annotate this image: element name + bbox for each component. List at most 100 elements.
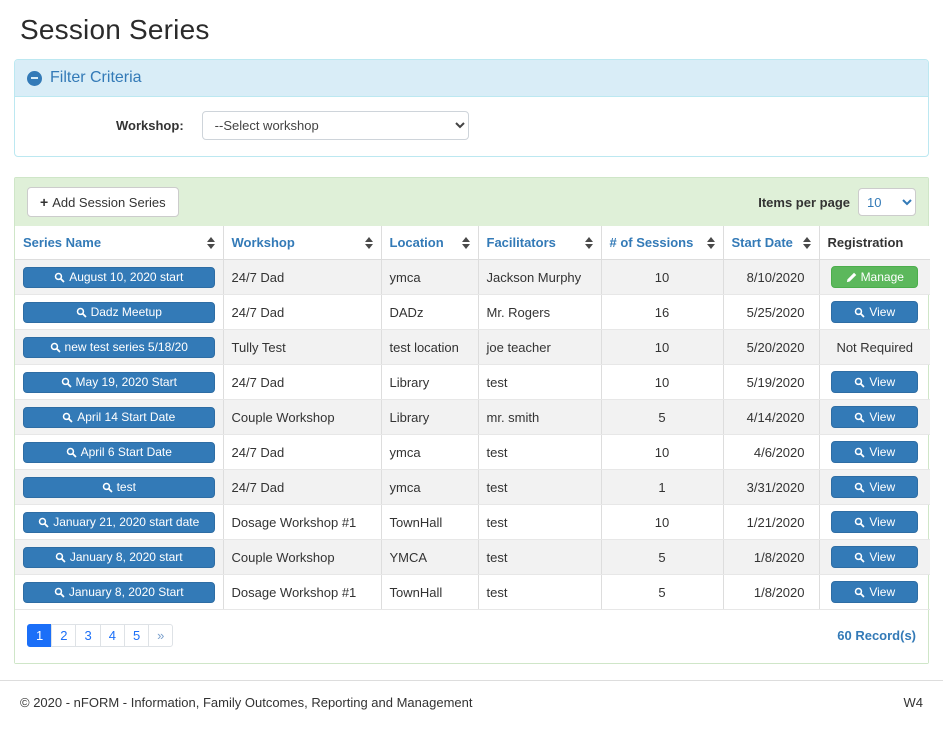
view-registration-button[interactable]: View	[831, 581, 919, 603]
filter-criteria-body: Workshop: --Select workshop	[15, 97, 928, 156]
column-header-registration: Registration	[819, 226, 930, 260]
search-icon	[855, 377, 865, 388]
cell-sessions: 10	[601, 504, 724, 540]
pagination-page-1[interactable]: 1	[27, 624, 53, 647]
view-registration-button[interactable]: View	[831, 301, 919, 323]
view-registration-button[interactable]: View	[831, 406, 919, 428]
items-per-page-select[interactable]: 10	[858, 188, 916, 216]
search-icon	[855, 517, 865, 528]
registration-status: Not Required	[836, 339, 914, 355]
series-name-button[interactable]: Dadz Meetup	[23, 301, 215, 323]
cell-sessions: 10	[601, 364, 724, 400]
series-name-button[interactable]: new test series 5/18/20	[23, 336, 215, 358]
table-row: May 19, 2020 Start 24/7 Dad Library test 10 5…	[15, 364, 930, 400]
column-header-facilitators[interactable]: Facilitators	[478, 226, 602, 260]
series-name-button[interactable]: August 10, 2020 start	[23, 266, 215, 288]
session-series-page: Session Series Filter Criteria Workshop:…	[0, 14, 943, 664]
site-footer: © 2020 - nFORM - Information, Family Out…	[0, 681, 943, 724]
cell-location: ymca	[381, 259, 479, 295]
series-name-button[interactable]: test	[23, 476, 215, 498]
pagination: 1 2 3 4 5»	[27, 624, 174, 647]
cell-location: test location	[381, 329, 479, 365]
cell-registration: View	[819, 364, 930, 400]
pagination-next[interactable]: »	[148, 624, 174, 647]
sort-icon[interactable]	[584, 236, 593, 249]
pagination-page-3[interactable]: 3	[75, 624, 101, 647]
series-name-button[interactable]: May 19, 2020 Start	[23, 371, 215, 393]
column-header-series-name[interactable]: Series Name	[15, 226, 224, 260]
cell-facilitators: test	[478, 434, 602, 470]
table-row: January 8, 2020 start Couple Workshop YMCA…	[15, 539, 930, 575]
search-icon	[54, 587, 65, 598]
view-registration-button[interactable]: View	[831, 441, 919, 463]
column-header-location[interactable]: Location	[381, 226, 479, 260]
sort-icon[interactable]	[706, 236, 715, 249]
series-name-label: April 14 Start Date	[77, 410, 176, 424]
filter-criteria-header[interactable]: Filter Criteria	[15, 60, 928, 97]
column-header-start-date[interactable]: Start Date	[723, 226, 820, 260]
series-name-button[interactable]: January 8, 2020 start	[23, 546, 215, 568]
items-per-page-label: Items per page	[758, 194, 850, 210]
workshop-select[interactable]: --Select workshop	[201, 111, 469, 140]
column-header-label: Facilitators	[486, 235, 556, 250]
cell-workshop: 24/7 Dad	[223, 434, 382, 470]
column-header-label: Workshop	[231, 235, 295, 250]
series-name-label: test	[116, 480, 136, 494]
series-name-button[interactable]: January 21, 2020 start date	[23, 511, 215, 533]
pagination-page-2[interactable]: 2	[51, 624, 77, 647]
column-header-of-sessions[interactable]: # of Sessions	[601, 226, 724, 260]
cell-workshop: 24/7 Dad	[223, 364, 382, 400]
view-registration-button[interactable]: View	[831, 476, 919, 498]
column-header-label: Series Name	[23, 235, 102, 250]
cell-series-name: August 10, 2020 start	[15, 259, 224, 295]
table-footer: 1 2 3 4 5» 60 Record(s)	[15, 610, 928, 663]
cell-facilitators: test	[478, 364, 602, 400]
table-row: April 6 Start Date 24/7 Dad ymca test 10 4/6/…	[15, 434, 930, 470]
search-icon	[50, 342, 61, 353]
cell-start-date: 1/21/2020	[723, 504, 820, 540]
cell-start-date: 3/31/2020	[723, 469, 820, 505]
column-header-workshop[interactable]: Workshop	[223, 226, 382, 260]
cell-registration: View	[819, 469, 930, 505]
registration-button-label: View	[869, 515, 896, 529]
search-icon	[855, 587, 865, 598]
cell-start-date: 5/19/2020	[723, 364, 820, 400]
sort-icon[interactable]	[364, 236, 373, 249]
cell-series-name: April 6 Start Date	[15, 434, 224, 470]
view-registration-button[interactable]: View	[831, 546, 919, 568]
cell-registration: View	[819, 539, 930, 575]
pagination-page-5[interactable]: 5	[123, 624, 150, 647]
sort-icon[interactable]	[206, 236, 215, 249]
series-name-label: January 8, 2020 start	[69, 550, 183, 564]
manage-registration-button[interactable]: Manage	[831, 266, 919, 288]
table-row: new test series 5/18/20 Tully Test test lo…	[15, 329, 930, 365]
cell-series-name: test	[15, 469, 224, 505]
sort-icon[interactable]	[461, 236, 470, 249]
series-name-button[interactable]: January 8, 2020 Start	[23, 581, 215, 603]
view-registration-button[interactable]: View	[831, 511, 919, 533]
cell-sessions: 10	[601, 259, 724, 295]
view-registration-button[interactable]: View	[831, 371, 919, 393]
cell-series-name: new test series 5/18/20	[15, 329, 224, 365]
cell-sessions: 5	[601, 574, 724, 610]
series-name-label: January 8, 2020 Start	[68, 585, 184, 599]
cell-location: YMCA	[381, 539, 479, 575]
sort-icon[interactable]	[802, 236, 811, 249]
cell-facilitators: joe teacher	[478, 329, 602, 365]
records-count: 60 Record(s)	[837, 628, 916, 643]
table-row: Dadz Meetup 24/7 Dad DADz Mr. Rogers 16 5/25/…	[15, 294, 930, 330]
search-icon	[62, 412, 73, 423]
column-header-label: Registration	[827, 235, 904, 250]
cell-facilitators: mr. smith	[478, 399, 602, 435]
series-name-button[interactable]: April 6 Start Date	[23, 441, 215, 463]
session-series-table-card: + Add Session Series Items per page 10 Se…	[14, 177, 930, 664]
search-icon	[855, 307, 865, 318]
registration-button-label: Manage	[860, 270, 904, 284]
registration-button-label: View	[869, 445, 896, 459]
registration-button-label: View	[869, 410, 896, 424]
series-name-button[interactable]: April 14 Start Date	[23, 406, 215, 428]
cell-workshop: Couple Workshop	[223, 399, 382, 435]
pagination-page-4[interactable]: 4	[99, 624, 125, 647]
add-session-series-button[interactable]: + Add Session Series	[27, 187, 179, 217]
cell-workshop: 24/7 Dad	[223, 294, 382, 330]
